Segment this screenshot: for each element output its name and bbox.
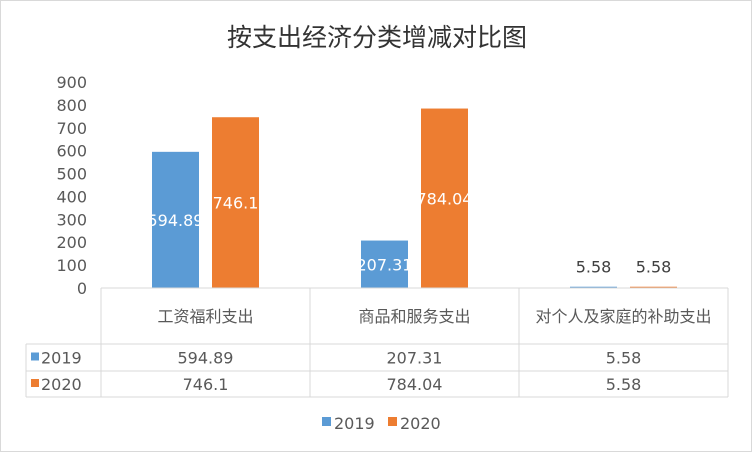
- bar-2020: [212, 117, 259, 288]
- table-cell: 594.89: [178, 349, 234, 368]
- y-tick-label: 900: [56, 73, 87, 92]
- table-cell: 5.58: [606, 349, 642, 368]
- legend-marker-2020: [388, 417, 397, 426]
- y-tick-label: 600: [56, 142, 87, 161]
- legend-key-2019: [31, 352, 39, 361]
- legend-label: 2020: [400, 414, 441, 433]
- data-label: 5.58: [636, 258, 672, 277]
- y-tick-label: 100: [56, 256, 87, 275]
- bar-2019: [152, 151, 199, 288]
- data-label: 207.31: [357, 255, 413, 274]
- category-label: 商品和服务支出: [358, 307, 470, 326]
- legend-label: 2019: [334, 414, 375, 433]
- table-series-label: 2020: [41, 375, 82, 394]
- table-series-label: 2019: [41, 349, 82, 368]
- y-tick-label: 0: [77, 279, 87, 298]
- bar-2020: [421, 108, 468, 288]
- legend-key-2020: [31, 379, 39, 387]
- category-label: 工资福利支出: [157, 307, 253, 326]
- y-tick-label: 300: [56, 210, 87, 229]
- data-label: 746.1: [213, 194, 259, 213]
- data-label: 5.58: [576, 258, 612, 277]
- table-cell: 5.58: [606, 375, 642, 394]
- bar-2020: [630, 286, 677, 288]
- table-cell: 746.1: [183, 375, 229, 394]
- data-label: 594.89: [148, 211, 204, 230]
- y-tick-label: 700: [56, 119, 87, 138]
- legend-marker-2019: [322, 417, 331, 426]
- y-tick-label: 400: [56, 187, 87, 206]
- category-label: 对个人及家庭的补助支出: [535, 307, 711, 326]
- bar-2019: [570, 286, 617, 288]
- y-tick-label: 800: [56, 96, 87, 115]
- y-tick-label: 500: [56, 165, 87, 184]
- chart-title: 按支出经济分类增减对比图: [227, 23, 527, 52]
- bar-2019: [361, 240, 408, 288]
- data-label: 784.04: [417, 189, 473, 208]
- table-cell: 207.31: [387, 349, 443, 368]
- table-cell: 784.04: [387, 375, 443, 394]
- y-tick-label: 200: [56, 233, 87, 252]
